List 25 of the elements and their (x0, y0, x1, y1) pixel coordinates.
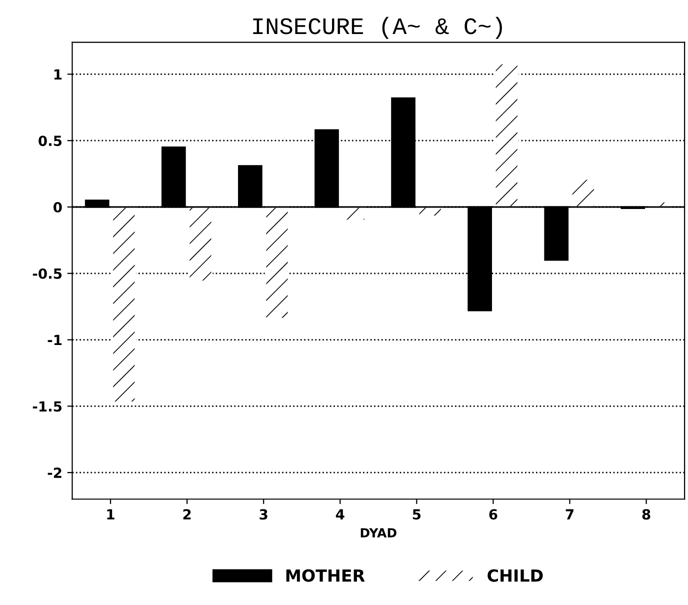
y-tick-label: 0.5 (38, 136, 62, 146)
bar (112, 206, 136, 403)
y-tick-label: -2 (48, 468, 62, 478)
x-tick-label: 5 (412, 509, 421, 520)
y-tick-label: 0 (54, 202, 62, 212)
bar (494, 62, 519, 208)
x-tick-label: 8 (642, 509, 650, 520)
bar (188, 206, 213, 282)
y-tick-label: -0.5 (32, 268, 62, 279)
x-tick-label: 7 (566, 509, 574, 520)
legend-label: MOTHER (286, 569, 365, 582)
x-tick-label: 6 (489, 509, 498, 520)
x-tick-label: 1 (107, 509, 114, 520)
x-axis-title: DYAD (360, 528, 396, 538)
x-tick-label: 4 (336, 509, 344, 520)
legend-label: CHILD (488, 569, 543, 582)
x-tick-label: 3 (260, 509, 268, 520)
y-tick-label: -1.5 (32, 401, 62, 412)
bar (570, 178, 596, 208)
chart-title: INSECURE (A~ & C~) (253, 16, 502, 39)
y-tick-label: 1 (54, 69, 62, 80)
bar (341, 206, 366, 221)
x-tick-label: 2 (183, 509, 191, 520)
y-tick-label: -1 (48, 334, 62, 346)
bar (264, 206, 290, 320)
